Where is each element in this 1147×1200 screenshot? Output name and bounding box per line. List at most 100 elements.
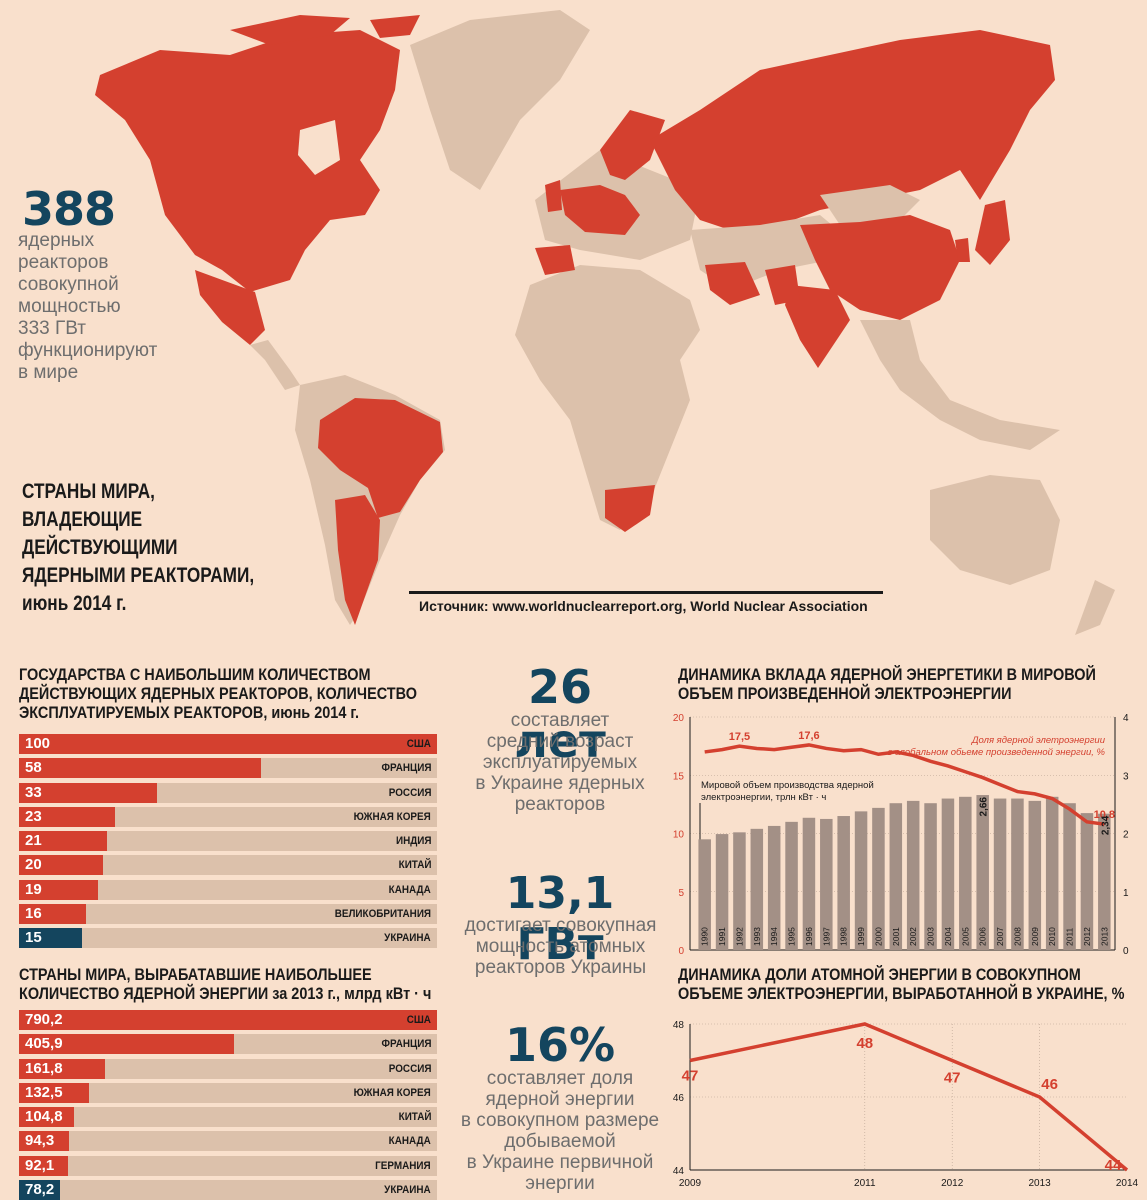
chart1-legend-bars: электроэнергии, трлн кВт · ч xyxy=(701,792,826,803)
chart1-x-tick: 1997 xyxy=(821,927,831,946)
world-map xyxy=(95,10,1115,635)
generation-bar-label: УКРАИНА xyxy=(384,1184,431,1197)
title-line: КОЛИЧЕСТВО ЯДЕРНОЙ ЭНЕРГИИ за 2013 г., м… xyxy=(19,984,432,1003)
chart1-legend-line: Доля ядерной элетроэнергии xyxy=(971,735,1106,746)
generation-bar xyxy=(19,1131,69,1152)
reactors-bar xyxy=(19,806,116,827)
generation-bar xyxy=(19,1082,90,1103)
map-title-line: СТРАНЫ МИРА, xyxy=(22,480,155,503)
map-title-line: июнь 2014 г. xyxy=(22,592,127,615)
reactors-count: 388 xyxy=(22,182,116,236)
generation-bar-row: 92,1 ГЕРМАНИЯ xyxy=(19,1155,437,1176)
generation-bar-value: 161,8 xyxy=(25,1059,63,1077)
reactors-bar-row: 33 РОССИЯ xyxy=(19,782,437,803)
reactors-bar-label: США xyxy=(406,738,431,750)
generation-bar xyxy=(19,1010,437,1030)
map-title: СТРАНЫ МИРА, ВЛАДЕЮЩИЕ ДЕЙСТВУЮЩИМИ ЯДЕР… xyxy=(22,478,254,618)
chart1-bar xyxy=(941,798,955,950)
caption-line: реакторов Украины xyxy=(474,957,647,978)
caption-line: совокупной xyxy=(18,274,119,295)
map-central-america xyxy=(250,340,300,390)
map-title-line: ДЕЙСТВУЮЩИМИ xyxy=(22,536,178,559)
chart1-bar xyxy=(767,825,781,950)
chart1-x-tick: 2003 xyxy=(926,927,936,946)
reactors-bar-label: УКРАИНА xyxy=(384,932,431,945)
generation-bar-label: ГЕРМАНИЯ xyxy=(375,1159,431,1172)
chart2-y-tick: 48 xyxy=(673,1020,685,1031)
chart1-x-tick: 2005 xyxy=(960,927,970,946)
map-russia xyxy=(650,30,1055,230)
chart1-bar-data-label: 2,66 xyxy=(979,797,990,817)
chart1-bar xyxy=(715,834,729,950)
map-mexico xyxy=(195,270,265,345)
generation-bar-row: 104,8 КИТАЙ xyxy=(19,1107,437,1128)
generation-bar-value: 94,3 xyxy=(25,1132,55,1150)
generation-bar xyxy=(19,1107,75,1128)
reactors-bar-label: ВЕЛИКОБРИТАНИЯ xyxy=(334,908,431,921)
caption-line: 333 ГВт xyxy=(18,318,87,339)
map-korea xyxy=(955,238,970,262)
generation-bar-row: 161,8 РОССИЯ xyxy=(19,1058,437,1079)
caption-line: реакторов xyxy=(18,252,109,273)
chart1-bar xyxy=(854,811,868,950)
map-brazil xyxy=(318,398,443,518)
chart1-bar xyxy=(837,816,850,950)
caption-line: эксплуатируемых xyxy=(482,752,638,773)
chart1-bar xyxy=(872,807,885,950)
generation-bar-label: РОССИЯ xyxy=(388,1062,431,1075)
reactors-bar-row: 100 США xyxy=(19,734,437,754)
caption-line: в Украине ядерных xyxy=(475,773,645,794)
generation-bar-label: ФРАНЦИЯ xyxy=(381,1038,431,1051)
chart1-bar xyxy=(750,828,764,950)
generation-bar-label: КАНАДА xyxy=(388,1135,431,1148)
reactors-bar xyxy=(19,782,157,803)
generation-bar-row: 132,5 ЮЖНАЯ КОРЕЯ xyxy=(19,1082,437,1103)
title-line: ДИНАМИКА ДОЛИ АТОМНОЙ ЭНЕРГИИ В СОВОКУПН… xyxy=(678,965,1081,984)
reactors-bar xyxy=(19,734,437,754)
chart1-x-tick: 2012 xyxy=(1082,927,1092,946)
chart1-bar xyxy=(924,803,937,950)
chart1-x-tick: 2001 xyxy=(891,927,901,946)
chart1-bar xyxy=(959,796,972,950)
reactors-bar-value: 21 xyxy=(25,832,42,850)
caption-line: составляет xyxy=(510,710,610,731)
caption-line: ядерной энергии xyxy=(485,1089,635,1110)
chart1-x-tick: 2008 xyxy=(1012,927,1022,946)
reactors-bar xyxy=(19,879,99,900)
chart1-x-tick: 1996 xyxy=(804,927,814,946)
chart2-x-tick: 2012 xyxy=(941,1178,964,1189)
chart2-point-label: 46 xyxy=(1041,1076,1058,1093)
chart1-x-tick: 1995 xyxy=(787,927,797,946)
map-south-africa xyxy=(605,485,655,532)
generation-bar xyxy=(19,1180,61,1200)
chart1-bar xyxy=(733,832,746,950)
chart1-x-tick: 1993 xyxy=(752,927,762,946)
map-hudson-bay xyxy=(298,120,340,175)
chart1-line-data-label: 17,6 xyxy=(798,730,819,742)
chart1-x-tick: 2011 xyxy=(1065,927,1075,946)
generation-bar-label: ЮЖНАЯ КОРЕЯ xyxy=(353,1086,431,1099)
generation-bar xyxy=(19,1155,68,1176)
map-arctic-islands xyxy=(230,15,420,45)
reactors-bar-row: 20 КИТАЙ xyxy=(19,855,437,876)
caption-line: в совокупном размере xyxy=(460,1110,660,1131)
chart2-point-label: 47 xyxy=(682,1068,699,1085)
map-pakistan xyxy=(765,265,800,305)
chart2-point-label: 48 xyxy=(856,1035,873,1052)
world-map-section: 388 ядерных реакторов совокупной мощност… xyxy=(18,10,1115,635)
title-line: ДИНАМИКА ВКЛАДА ЯДЕРНОЙ ЭНЕРГЕТИКИ В МИР… xyxy=(678,665,1096,684)
chart1-right-tick: 1 xyxy=(1123,888,1129,899)
stat-reactor-age: 26 лет xyxy=(514,660,606,768)
title-line: СТРАНЫ МИРА, ВЫРАБАТАВШИЕ НАИБОЛЬШЕЕ xyxy=(19,965,372,984)
reactors-bar-label: ИНДИЯ xyxy=(395,835,431,848)
chart1-x-tick: 1998 xyxy=(839,927,849,946)
reactors-bar-label: КАНАДА xyxy=(388,883,431,896)
chart1-bar xyxy=(1080,813,1094,950)
generation-bar-label: США xyxy=(406,1014,431,1026)
generation-bar-value: 790,2 xyxy=(25,1011,63,1028)
generation-bar-chart: 790,2 США 405,9 ФРАНЦИЯ 161,8 РОССИЯ 132,5 ЮЖНА… xyxy=(19,1010,437,1200)
chart1-legend-bars: Мировой объем производства ядерной xyxy=(701,780,874,791)
caption-line: реакторов xyxy=(514,794,606,815)
stat-share: 16% xyxy=(504,1018,616,1072)
reactors-bar-value: 20 xyxy=(25,856,42,874)
